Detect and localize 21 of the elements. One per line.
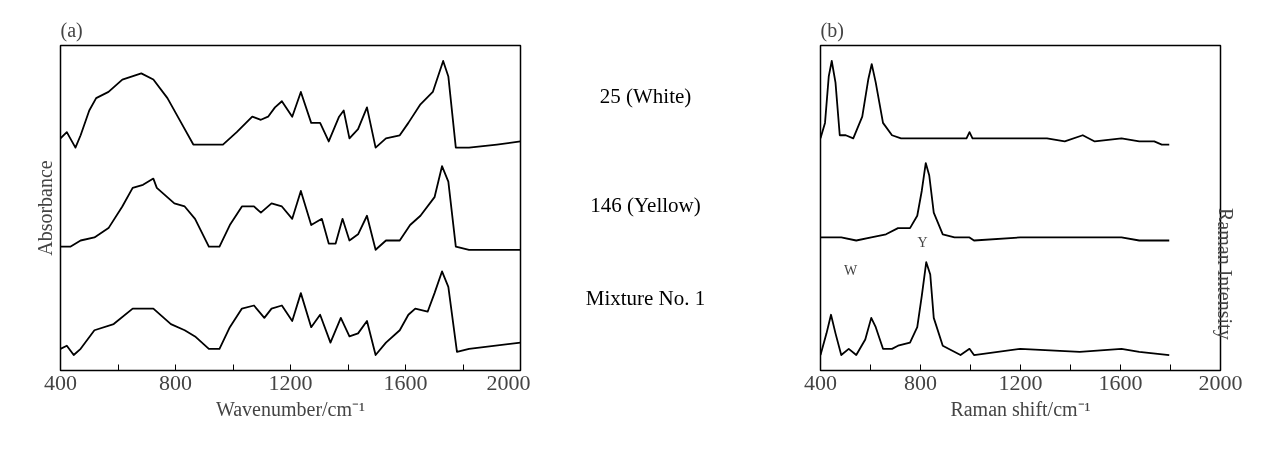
y2-axis-title: Raman Intensity [1213, 208, 1237, 340]
x-tick-label: 800 [159, 369, 192, 395]
y-axis-title: Absorbance [33, 160, 56, 256]
x-tick-label: 1200 [998, 369, 1043, 395]
chart-title: (a) [60, 18, 83, 42]
x-axis-title: Wavenumber/cm⁻¹ [215, 397, 366, 420]
x-tick-label: 1600 [383, 369, 428, 395]
x-tick-label: 1200 [268, 369, 313, 395]
annotation: Y [917, 234, 928, 250]
chart-title: (b) [820, 18, 844, 42]
x-tick-label: 2000 [1198, 369, 1243, 395]
x-tick-label: 400 [804, 369, 837, 395]
text: 146 (Yellow) [590, 192, 701, 217]
x-tick-label: 1600 [1098, 369, 1143, 395]
annotation: W [843, 262, 858, 278]
x-axis-title: Raman shift/cm⁻¹ [950, 397, 1091, 420]
text: Mixture No. 1 [585, 285, 706, 310]
x-tick-label: 2000 [486, 369, 531, 395]
x-tick-label: 400 [44, 369, 77, 395]
x-tick-label: 800 [904, 369, 937, 395]
text: 25 (White) [599, 84, 692, 109]
